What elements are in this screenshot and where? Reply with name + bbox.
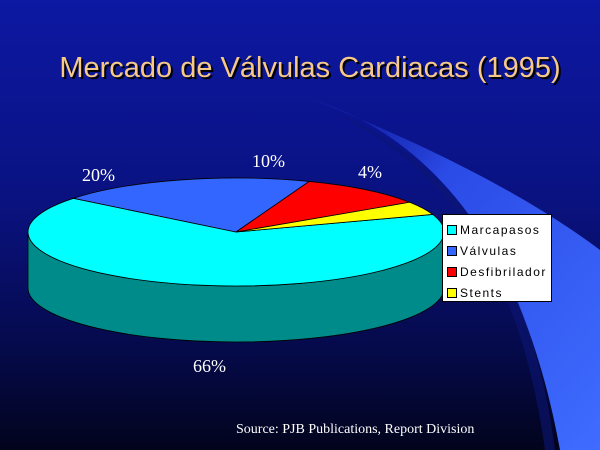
data-label-stents: 4% [358, 162, 382, 182]
legend-swatch-stents [447, 287, 457, 298]
legend-item-stents: Stents [447, 282, 551, 303]
chart-legend: Marcapasos Válvulas Desfibrilador Stents [442, 214, 552, 302]
pie-slice-stents [235, 201, 434, 233]
legend-swatch-marcapasos [447, 224, 457, 235]
legend-item-marcapasos: Marcapasos [447, 219, 551, 240]
legend-item-valvulas: Válvulas [447, 240, 551, 261]
legend-swatch-desfibrilador [447, 266, 457, 277]
data-label-valvulas: 20% [82, 165, 115, 185]
legend-label: Stents [460, 285, 504, 300]
pie-slice-marcapasos [27, 197, 445, 287]
legend-label: Desfibrilador [460, 264, 547, 279]
data-label-desfibrilador: 10% [252, 151, 285, 171]
data-label-marcapasos: 66% [193, 356, 226, 376]
legend-label: Válvulas [460, 243, 518, 258]
legend-label: Marcapasos [460, 222, 541, 237]
legend-swatch-valvulas [447, 245, 457, 256]
source-note: Source: PJB Publications, Report Divisio… [236, 422, 475, 437]
pie-slice-desfibrilador [235, 181, 412, 233]
chart-title: Mercado de Válvulas Cardiacas (1995) [59, 52, 561, 84]
pie-slice-valvulas [71, 177, 311, 233]
legend-item-desfibrilador: Desfibrilador [447, 261, 551, 282]
